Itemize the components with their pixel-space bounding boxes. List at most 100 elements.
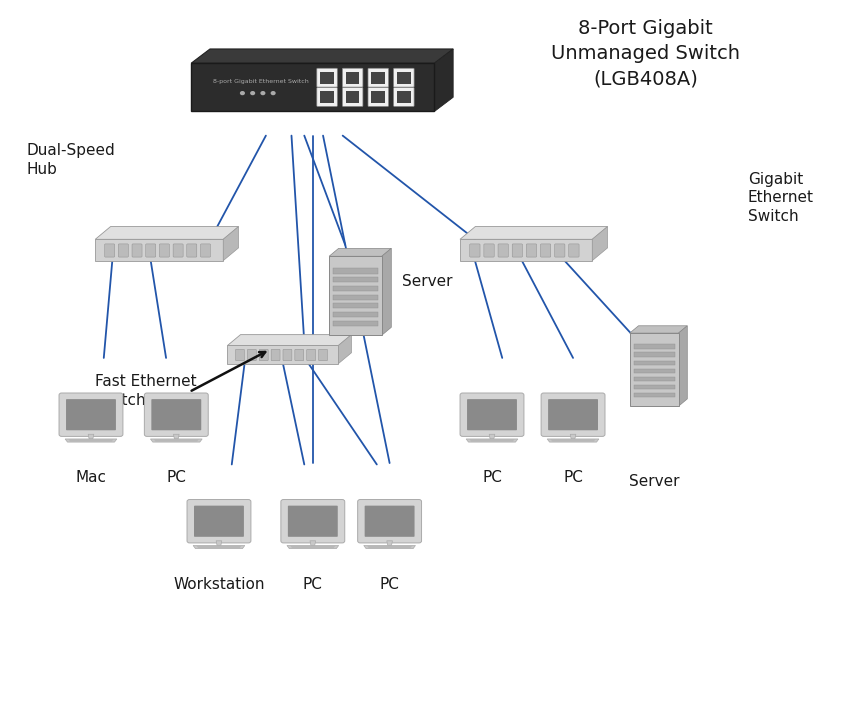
FancyBboxPatch shape (512, 244, 522, 257)
FancyBboxPatch shape (187, 244, 197, 257)
FancyBboxPatch shape (333, 312, 377, 317)
FancyBboxPatch shape (633, 361, 675, 365)
FancyBboxPatch shape (271, 349, 280, 361)
FancyBboxPatch shape (288, 506, 338, 537)
FancyBboxPatch shape (333, 294, 377, 299)
FancyBboxPatch shape (281, 500, 345, 543)
Polygon shape (467, 439, 518, 442)
FancyBboxPatch shape (228, 346, 338, 364)
FancyBboxPatch shape (484, 244, 494, 257)
FancyBboxPatch shape (317, 88, 337, 106)
Text: Workstation: Workstation (173, 577, 265, 592)
FancyBboxPatch shape (333, 303, 377, 308)
Text: PC: PC (380, 577, 400, 592)
Polygon shape (287, 545, 339, 548)
FancyBboxPatch shape (633, 352, 675, 357)
Text: PC: PC (166, 470, 187, 485)
FancyBboxPatch shape (368, 68, 389, 87)
FancyBboxPatch shape (394, 88, 414, 106)
Text: Gigabit
Ethernet
Switch: Gigabit Ethernet Switch (748, 172, 814, 224)
Polygon shape (434, 49, 453, 111)
Polygon shape (191, 49, 453, 63)
FancyBboxPatch shape (498, 244, 508, 257)
FancyBboxPatch shape (333, 277, 377, 282)
FancyBboxPatch shape (200, 244, 211, 257)
FancyBboxPatch shape (365, 506, 414, 537)
FancyBboxPatch shape (146, 244, 156, 257)
FancyBboxPatch shape (630, 333, 679, 406)
Polygon shape (382, 248, 391, 335)
Circle shape (270, 91, 276, 96)
FancyBboxPatch shape (342, 68, 363, 87)
FancyBboxPatch shape (526, 244, 537, 257)
FancyBboxPatch shape (633, 376, 675, 381)
Text: PC: PC (563, 470, 583, 485)
FancyBboxPatch shape (346, 91, 360, 103)
FancyBboxPatch shape (548, 399, 598, 430)
FancyBboxPatch shape (306, 349, 316, 361)
Polygon shape (68, 439, 114, 441)
FancyBboxPatch shape (194, 506, 244, 537)
Polygon shape (630, 326, 687, 333)
FancyBboxPatch shape (59, 393, 123, 436)
FancyBboxPatch shape (333, 269, 377, 274)
FancyBboxPatch shape (330, 256, 382, 335)
Polygon shape (216, 540, 222, 545)
Polygon shape (290, 545, 336, 548)
FancyBboxPatch shape (333, 286, 377, 291)
FancyBboxPatch shape (372, 91, 385, 103)
FancyBboxPatch shape (95, 240, 223, 261)
Polygon shape (338, 334, 352, 364)
FancyBboxPatch shape (191, 63, 434, 111)
Text: 8-port Gigabit Ethernet Switch: 8-port Gigabit Ethernet Switch (212, 79, 308, 84)
Polygon shape (65, 439, 116, 442)
Polygon shape (679, 326, 687, 406)
Polygon shape (550, 439, 596, 441)
Polygon shape (88, 434, 94, 439)
FancyBboxPatch shape (346, 72, 360, 83)
FancyBboxPatch shape (394, 68, 414, 87)
FancyBboxPatch shape (294, 349, 304, 361)
Text: PC: PC (482, 470, 502, 485)
FancyBboxPatch shape (555, 244, 565, 257)
Polygon shape (489, 434, 495, 439)
FancyBboxPatch shape (460, 393, 524, 436)
FancyBboxPatch shape (317, 68, 337, 87)
Polygon shape (364, 545, 415, 548)
FancyBboxPatch shape (568, 244, 579, 257)
FancyBboxPatch shape (372, 72, 385, 83)
Polygon shape (387, 540, 392, 545)
Polygon shape (154, 439, 199, 441)
Polygon shape (330, 248, 391, 256)
Polygon shape (196, 545, 241, 548)
FancyBboxPatch shape (104, 244, 115, 257)
FancyBboxPatch shape (132, 244, 142, 257)
FancyBboxPatch shape (467, 399, 517, 430)
Polygon shape (193, 545, 245, 548)
FancyBboxPatch shape (145, 393, 208, 436)
Polygon shape (174, 434, 179, 439)
FancyBboxPatch shape (358, 500, 421, 543)
Circle shape (240, 91, 245, 96)
Text: Server: Server (402, 275, 453, 289)
FancyBboxPatch shape (470, 244, 480, 257)
FancyBboxPatch shape (541, 393, 605, 436)
FancyBboxPatch shape (318, 349, 328, 361)
Polygon shape (547, 439, 599, 442)
Circle shape (260, 91, 265, 96)
Text: 8-Port Gigabit
Unmanaged Switch
(LGB408A): 8-Port Gigabit Unmanaged Switch (LGB408A… (551, 19, 740, 88)
FancyBboxPatch shape (333, 321, 377, 326)
FancyBboxPatch shape (633, 344, 675, 349)
Text: Dual-Speed
Hub: Dual-Speed Hub (27, 143, 116, 177)
Polygon shape (592, 227, 608, 261)
Text: PC: PC (303, 577, 323, 592)
Polygon shape (460, 227, 608, 240)
FancyBboxPatch shape (187, 500, 251, 543)
FancyBboxPatch shape (235, 349, 245, 361)
Polygon shape (228, 334, 352, 346)
Text: Server: Server (629, 473, 680, 488)
FancyBboxPatch shape (397, 72, 411, 83)
Polygon shape (469, 439, 514, 441)
Text: Fast Ethernet
Switch: Fast Ethernet Switch (95, 374, 197, 408)
Polygon shape (310, 540, 316, 545)
